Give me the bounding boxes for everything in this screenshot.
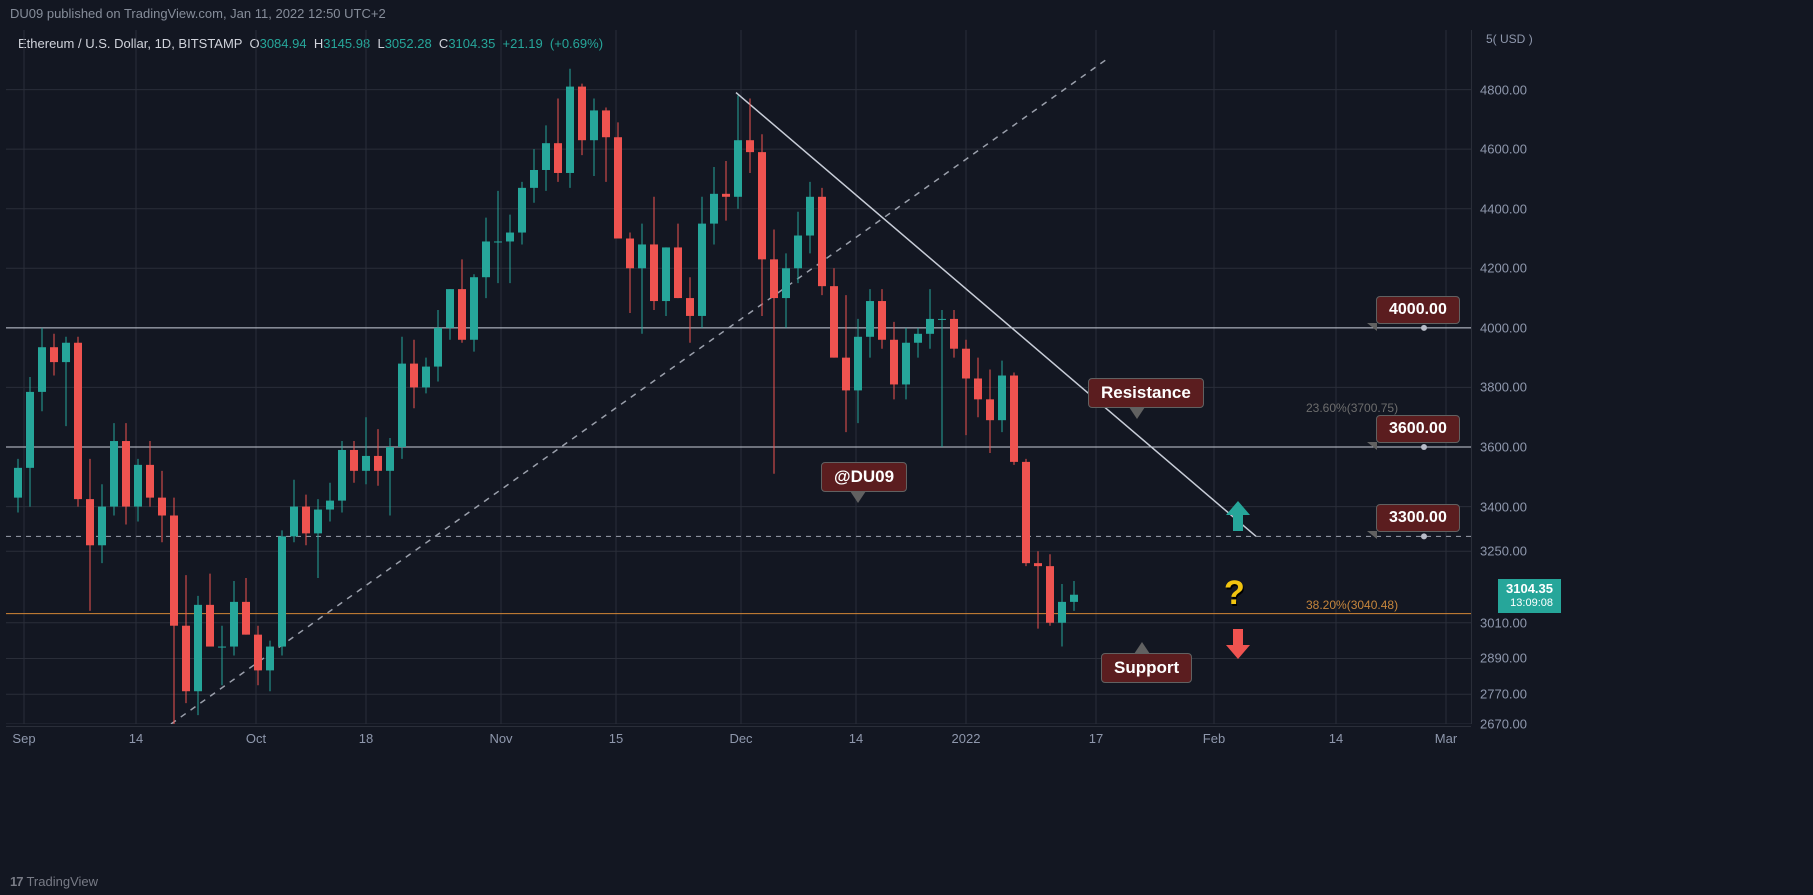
fib-2360-label: 23.60%(3700.75) xyxy=(1306,401,1398,415)
price-tick: 3400.00 xyxy=(1480,499,1527,514)
time-tick: Mar xyxy=(1435,731,1457,746)
time-tick: 14 xyxy=(849,731,863,746)
price-tick: 4000.00 xyxy=(1480,320,1527,335)
callout-support[interactable]: Support xyxy=(1101,653,1192,683)
price-tick: 4600.00 xyxy=(1480,142,1527,157)
price-tick: 2670.00 xyxy=(1480,717,1527,732)
chart-svg xyxy=(6,30,1471,724)
time-tick: 14 xyxy=(129,731,143,746)
chart-plot-area[interactable]: 23.60%(3700.75) 38.20%(3040.48) 4000.00 … xyxy=(6,30,1471,724)
tradingview-logo-icon: 17 xyxy=(10,874,22,889)
time-tick: Feb xyxy=(1203,731,1225,746)
time-tick: Dec xyxy=(729,731,752,746)
price-tick: 3600.00 xyxy=(1480,439,1527,454)
last-price-tag: 3104.35 13:09:08 xyxy=(1498,579,1561,613)
price-axis[interactable]: 5( USD ) 4800.00 4600.00 4400.00 4200.00 400… xyxy=(1471,30,1561,724)
time-tick: 17 xyxy=(1089,731,1103,746)
price-tick: 2770.00 xyxy=(1480,687,1527,702)
time-tick: Nov xyxy=(489,731,512,746)
callout-handle[interactable]: @DU09 xyxy=(821,462,907,492)
time-tick: 2022 xyxy=(952,731,981,746)
time-axis[interactable]: Sep 14 Oct 18 Nov 15 Dec 14 2022 17 Feb 14 Mar xyxy=(6,726,1471,750)
price-tick: 2890.00 xyxy=(1480,651,1527,666)
time-tick: 18 xyxy=(359,731,373,746)
tradingview-branding[interactable]: 17 TradingView xyxy=(10,874,98,889)
callout-3300[interactable]: 3300.00 xyxy=(1376,504,1460,532)
chart-root: DU09 published on TradingView.com, Jan 1… xyxy=(0,0,1813,895)
price-tick: 4400.00 xyxy=(1480,201,1527,216)
price-tick: 3010.00 xyxy=(1480,615,1527,630)
fib-3820-label: 38.20%(3040.48) xyxy=(1306,598,1398,612)
time-tick: 14 xyxy=(1329,731,1343,746)
question-mark-icon: ? xyxy=(1224,574,1245,613)
currency-label: 5( USD ) xyxy=(1486,32,1533,46)
publish-header: DU09 published on TradingView.com, Jan 1… xyxy=(10,6,386,21)
price-tick: 3250.00 xyxy=(1480,544,1527,559)
price-tick: 4200.00 xyxy=(1480,261,1527,276)
time-tick: Oct xyxy=(246,731,266,746)
callout-3600[interactable]: 3600.00 xyxy=(1376,415,1460,443)
time-tick: 15 xyxy=(609,731,623,746)
price-tick: 3800.00 xyxy=(1480,380,1527,395)
callout-resistance[interactable]: Resistance xyxy=(1088,378,1204,408)
callout-4000[interactable]: 4000.00 xyxy=(1376,296,1460,324)
price-tick: 4800.00 xyxy=(1480,82,1527,97)
time-tick: Sep xyxy=(12,731,35,746)
